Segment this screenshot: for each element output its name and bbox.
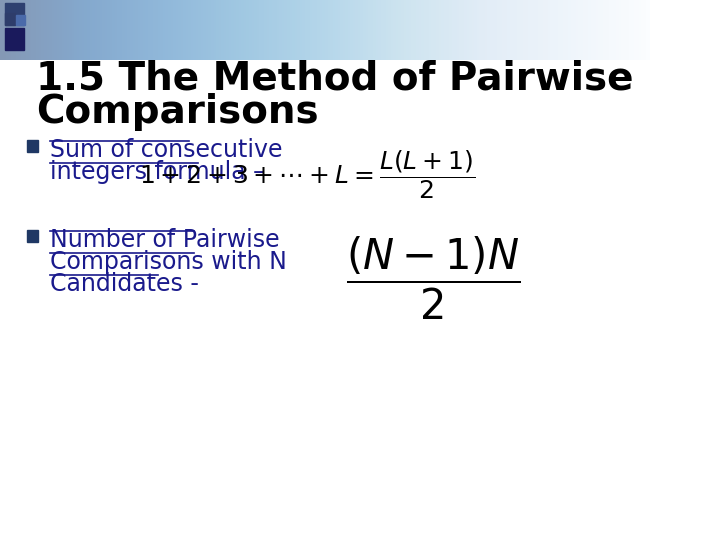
Text: Number of Pairwise: Number of Pairwise: [50, 228, 279, 252]
Text: $\dfrac{(N-1)N}{2}$: $\dfrac{(N-1)N}{2}$: [346, 235, 520, 322]
Bar: [4, 28, 24, 50]
Text: Comparisons with N: Comparisons with N: [50, 250, 287, 274]
Bar: [4, 13, 15, 25]
Bar: [27, 230, 38, 242]
Bar: [27, 140, 38, 152]
Bar: [4, 3, 24, 25]
Text: $1+2+3+\cdots +L=\dfrac{L(L+1)}{2}$: $1+2+3+\cdots +L=\dfrac{L(L+1)}{2}$: [139, 148, 474, 201]
Text: 1.5 The Method of Pairwise: 1.5 The Method of Pairwise: [36, 60, 634, 98]
Text: Comparisons: Comparisons: [36, 93, 319, 131]
Text: Candidates -: Candidates -: [50, 272, 199, 296]
Bar: [17, 15, 25, 25]
Text: integers formula –: integers formula –: [50, 160, 264, 184]
Text: Sum of consecutive: Sum of consecutive: [50, 138, 282, 162]
